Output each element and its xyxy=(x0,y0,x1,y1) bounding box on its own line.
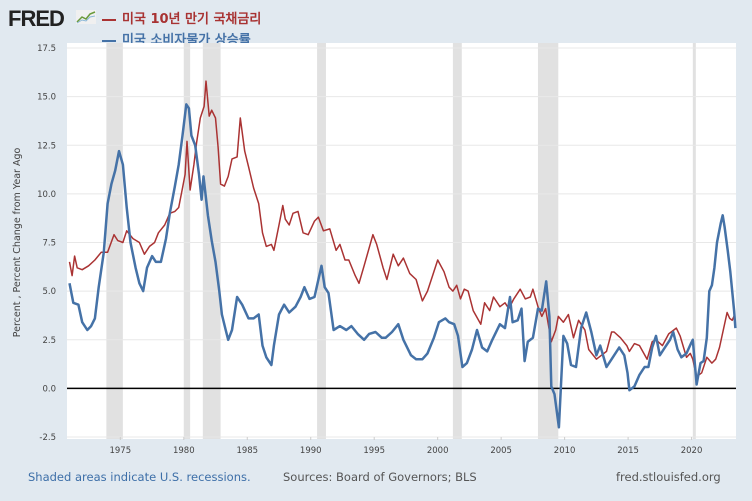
recession-band xyxy=(692,43,696,439)
legend-swatch xyxy=(102,18,116,21)
x-tick-label: 1995 xyxy=(363,446,385,456)
recession-band xyxy=(317,43,326,439)
y-tick-label: 0.0 xyxy=(42,384,56,394)
series-line-treasury-10y xyxy=(68,80,736,378)
x-tick-label: 2010 xyxy=(554,446,576,456)
x-tick-label: 2000 xyxy=(427,446,449,456)
y-tick-label: 5.0 xyxy=(42,287,56,297)
site-link[interactable]: fred.stlouisfed.org xyxy=(616,470,721,484)
y-tick-label: 12.5 xyxy=(37,141,56,151)
x-tick-label: 1990 xyxy=(300,446,322,456)
x-tick-label: 2015 xyxy=(617,446,639,456)
y-tick-label: 7.5 xyxy=(42,239,56,249)
legend-swatch xyxy=(102,39,116,42)
x-tick-label: 1985 xyxy=(236,446,258,456)
y-tick-label: 17.5 xyxy=(37,44,56,54)
plot-area xyxy=(67,43,736,439)
x-tick-label: 2005 xyxy=(490,446,512,456)
sources-note: Sources: Board of Governors; BLS xyxy=(283,470,477,484)
recession-note: Shaded areas indicate U.S. recessions. xyxy=(28,470,251,484)
series-line-cpi xyxy=(68,103,737,429)
y-tick-label: 15.0 xyxy=(37,93,56,103)
recession-band xyxy=(452,43,462,439)
y-tick-label: -2.5 xyxy=(39,433,56,443)
y-axis-label: Percent , Percent Change from Year Ago xyxy=(12,148,23,338)
y-tick-label: 2.5 xyxy=(42,336,56,346)
x-tick-label: 2020 xyxy=(681,446,703,456)
legend-label: 미국 10년 만기 국채금리 xyxy=(122,12,262,27)
fred-logo[interactable]: FRED xyxy=(8,6,65,31)
y-tick-label: 10.0 xyxy=(37,190,56,200)
recession-band xyxy=(537,43,559,439)
chart-line-icon xyxy=(76,10,96,24)
x-tick-label: 1980 xyxy=(173,446,195,456)
recession-band xyxy=(183,43,191,439)
x-tick-label: 1975 xyxy=(109,446,131,456)
legend-item-treasury[interactable]: 미국 10년 만기 국채금리 xyxy=(102,8,261,27)
